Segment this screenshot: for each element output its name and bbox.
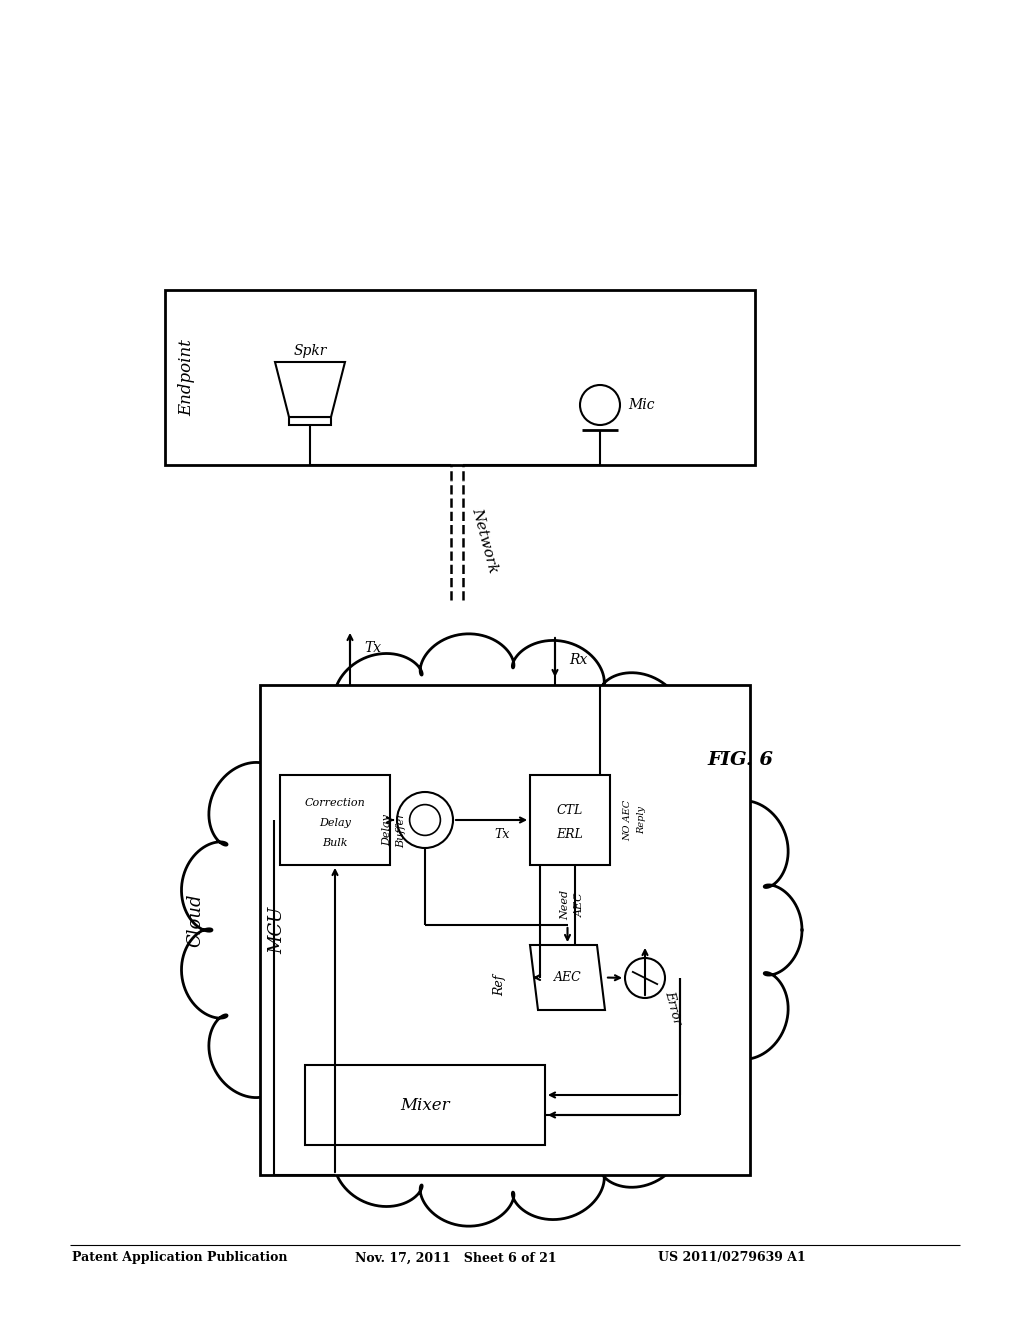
- Text: Tx: Tx: [364, 642, 381, 655]
- Text: Correction: Correction: [304, 799, 366, 808]
- Text: AEC: AEC: [575, 892, 585, 917]
- Text: Delay: Delay: [319, 818, 351, 828]
- Text: Mixer: Mixer: [400, 1097, 450, 1114]
- Circle shape: [625, 958, 665, 998]
- Text: NO AEC: NO AEC: [624, 800, 633, 841]
- Text: Network: Network: [470, 506, 501, 574]
- Circle shape: [410, 805, 440, 836]
- Text: Buffer: Buffer: [396, 812, 406, 847]
- Text: Error: Error: [663, 990, 684, 1027]
- Text: Tx: Tx: [495, 829, 510, 842]
- Polygon shape: [181, 634, 802, 1226]
- Text: CTL: CTL: [557, 804, 583, 817]
- Text: Cloud: Cloud: [186, 894, 204, 946]
- Text: Reply: Reply: [638, 807, 646, 834]
- FancyBboxPatch shape: [165, 290, 755, 465]
- Text: Need: Need: [560, 890, 570, 920]
- Text: Nov. 17, 2011   Sheet 6 of 21: Nov. 17, 2011 Sheet 6 of 21: [355, 1251, 557, 1265]
- Polygon shape: [275, 362, 345, 417]
- FancyBboxPatch shape: [305, 1065, 545, 1144]
- Text: ERL: ERL: [557, 829, 584, 842]
- Polygon shape: [530, 945, 605, 1010]
- FancyBboxPatch shape: [530, 775, 610, 865]
- Text: Patent Application Publication: Patent Application Publication: [72, 1251, 288, 1265]
- Text: US 2011/0279639 A1: US 2011/0279639 A1: [658, 1251, 806, 1265]
- Text: AEC: AEC: [554, 972, 582, 983]
- FancyBboxPatch shape: [260, 685, 750, 1175]
- Text: Rx: Rx: [569, 653, 588, 667]
- Text: FIG. 6: FIG. 6: [707, 751, 773, 770]
- Text: Delay: Delay: [382, 814, 392, 846]
- Text: Ref: Ref: [494, 974, 507, 995]
- Text: Mic: Mic: [628, 399, 654, 412]
- Circle shape: [580, 385, 620, 425]
- Text: Bulk: Bulk: [323, 838, 348, 847]
- Text: MCU: MCU: [268, 907, 286, 953]
- FancyBboxPatch shape: [280, 775, 390, 865]
- Circle shape: [397, 792, 453, 847]
- Text: Spkr: Spkr: [293, 345, 327, 358]
- FancyBboxPatch shape: [289, 417, 331, 425]
- Text: Endpoint: Endpoint: [178, 339, 196, 416]
